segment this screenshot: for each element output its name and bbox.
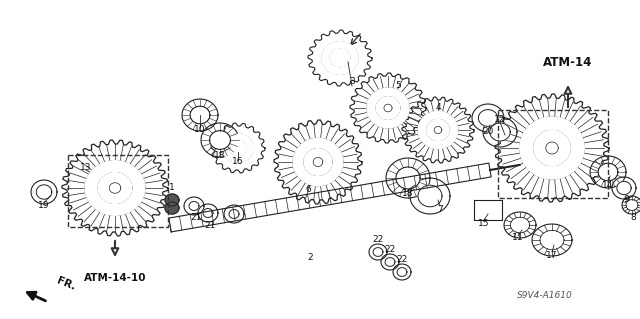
Polygon shape	[367, 88, 409, 128]
Polygon shape	[214, 126, 262, 170]
Polygon shape	[165, 202, 179, 214]
Polygon shape	[223, 134, 253, 162]
Text: 21: 21	[190, 213, 202, 222]
Bar	[498, 110, 608, 198]
Polygon shape	[354, 76, 422, 140]
Text: 1: 1	[169, 183, 175, 192]
Text: ATM-14-10: ATM-14-10	[84, 273, 147, 283]
Polygon shape	[229, 210, 239, 219]
Polygon shape	[85, 161, 145, 215]
Polygon shape	[293, 138, 343, 186]
Text: S9V4-A1610: S9V4-A1610	[517, 291, 573, 300]
Polygon shape	[386, 158, 430, 198]
Polygon shape	[189, 202, 199, 211]
Polygon shape	[396, 167, 420, 189]
Polygon shape	[474, 200, 502, 220]
Polygon shape	[169, 163, 491, 232]
Polygon shape	[201, 123, 239, 157]
Polygon shape	[312, 33, 368, 83]
Polygon shape	[67, 144, 163, 232]
Polygon shape	[500, 98, 604, 198]
Polygon shape	[622, 196, 640, 214]
Text: 19: 19	[38, 201, 50, 210]
Text: 3: 3	[349, 78, 355, 86]
Polygon shape	[381, 254, 399, 270]
Polygon shape	[617, 182, 631, 195]
Polygon shape	[184, 197, 204, 215]
Polygon shape	[534, 130, 570, 166]
Text: ATM-14: ATM-14	[543, 56, 593, 69]
Polygon shape	[36, 185, 52, 199]
Text: 4: 4	[435, 103, 441, 113]
Polygon shape	[31, 180, 57, 204]
Text: 10: 10	[195, 125, 205, 135]
Polygon shape	[182, 99, 218, 131]
Polygon shape	[479, 110, 498, 126]
Text: 22: 22	[372, 235, 383, 244]
Polygon shape	[322, 42, 358, 74]
Polygon shape	[532, 224, 572, 256]
Polygon shape	[598, 163, 618, 181]
Text: 20: 20	[483, 128, 493, 137]
Text: 11: 11	[512, 234, 524, 242]
Text: 12: 12	[494, 115, 506, 124]
Polygon shape	[393, 264, 411, 280]
Polygon shape	[203, 209, 213, 218]
Polygon shape	[418, 185, 442, 207]
Polygon shape	[369, 244, 387, 260]
Text: 5: 5	[395, 81, 401, 91]
Text: 16: 16	[232, 158, 244, 167]
Polygon shape	[483, 117, 517, 147]
Polygon shape	[230, 140, 246, 156]
Text: FR.: FR.	[55, 276, 77, 292]
Text: 7: 7	[437, 205, 443, 214]
Polygon shape	[209, 131, 230, 149]
Polygon shape	[397, 268, 407, 276]
Polygon shape	[304, 149, 332, 175]
Text: 14: 14	[602, 181, 614, 189]
Text: 2: 2	[307, 254, 313, 263]
Polygon shape	[504, 212, 536, 238]
Polygon shape	[98, 173, 132, 204]
Polygon shape	[198, 204, 218, 222]
Polygon shape	[472, 104, 504, 132]
Polygon shape	[612, 177, 636, 199]
Text: 18: 18	[403, 189, 413, 197]
Bar	[68, 155, 168, 227]
Polygon shape	[418, 111, 458, 149]
Polygon shape	[490, 123, 510, 141]
Text: 21: 21	[204, 221, 216, 231]
Polygon shape	[224, 205, 244, 223]
Polygon shape	[376, 97, 400, 119]
Polygon shape	[278, 124, 358, 200]
Text: 15: 15	[478, 219, 490, 227]
Polygon shape	[590, 156, 626, 188]
Text: 6: 6	[305, 186, 311, 195]
Text: 17: 17	[547, 250, 557, 259]
Polygon shape	[330, 49, 350, 67]
Polygon shape	[165, 194, 179, 206]
Polygon shape	[427, 120, 449, 140]
Text: 9: 9	[623, 196, 629, 204]
Text: 13: 13	[80, 164, 92, 173]
Text: 18: 18	[214, 151, 226, 160]
Polygon shape	[190, 106, 210, 124]
Polygon shape	[385, 258, 395, 266]
Text: 22: 22	[385, 246, 396, 255]
Polygon shape	[410, 178, 450, 214]
Text: 8: 8	[630, 213, 636, 222]
Polygon shape	[406, 100, 470, 160]
Polygon shape	[373, 248, 383, 256]
Text: 22: 22	[396, 256, 408, 264]
Polygon shape	[520, 117, 584, 179]
